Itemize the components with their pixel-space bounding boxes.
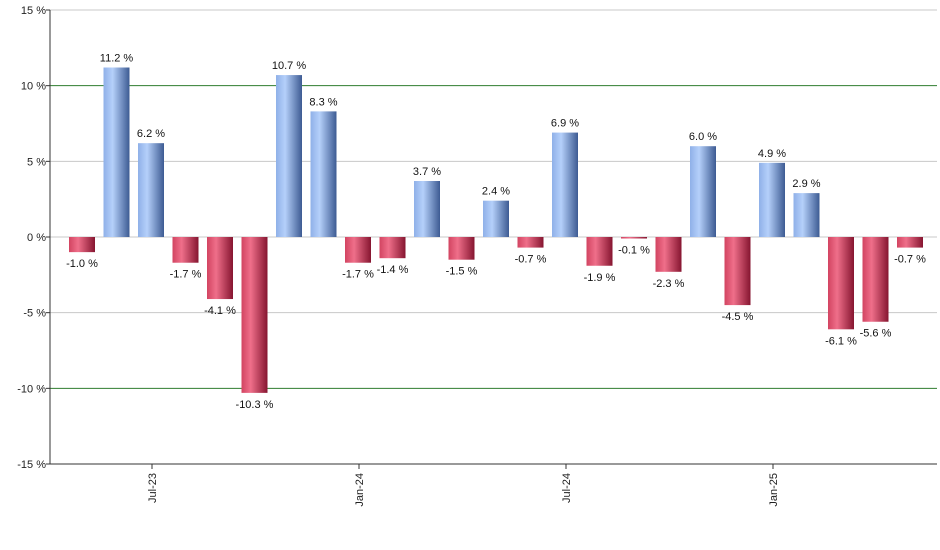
bar-value-label: -1.7 %: [342, 269, 374, 281]
x-tick-label: Jul-23: [147, 473, 159, 503]
bar: [345, 237, 371, 263]
y-tick-label: -5 %: [23, 308, 46, 320]
y-tick-label: -15 %: [17, 459, 46, 471]
data-labels: -1.0 % 11.2 % 6.2 % -1.7 % -4.1 % -10.3 % 10.7…: [66, 53, 926, 411]
y-tick-label: 15 %: [21, 5, 46, 17]
bar-value-label: 6.2 %: [137, 128, 165, 140]
bar: [552, 132, 578, 237]
bar: [517, 237, 544, 248]
bar-value-label: 11.2 %: [100, 53, 134, 65]
bar-value-label: -0.7 %: [894, 254, 926, 266]
bar: [69, 237, 95, 253]
bar-value-label: -1.0 %: [66, 258, 98, 270]
x-tick-label: Jan-25: [768, 473, 780, 507]
bar-value-label: 2.4 %: [482, 186, 510, 198]
bar: [310, 111, 337, 237]
bar: [759, 162, 785, 237]
bar-value-label: -6.1 %: [825, 335, 857, 347]
bar-value-label: 6.9 %: [551, 118, 579, 130]
bar-value-label: -0.7 %: [515, 254, 547, 266]
bar: [586, 237, 613, 266]
bar: [897, 237, 923, 248]
bar: [724, 237, 751, 306]
bar-value-label: -10.3 %: [236, 399, 274, 411]
bar: [103, 67, 130, 237]
bar-value-label: -1.5 %: [446, 266, 478, 278]
bar-value-label: 3.7 %: [413, 166, 441, 178]
bar: [207, 237, 233, 300]
axes: 15 % 10 % 5 % 0 % -5 % -10 % -15 % Jul-23 Jan-24…: [17, 5, 937, 507]
bar: [138, 143, 164, 237]
bar-value-label: 10.7 %: [272, 60, 306, 72]
bar: [483, 200, 509, 237]
bar-value-label: -5.6 %: [860, 328, 892, 340]
bar-value-label: 6.0 %: [689, 131, 717, 143]
bar: [793, 193, 820, 237]
bars: [69, 67, 923, 393]
bar: [172, 237, 199, 263]
bar-value-label: -0.1 %: [618, 245, 650, 257]
y-tick-label: -10 %: [17, 383, 46, 395]
bar-value-label: -4.1 %: [204, 305, 236, 317]
bar: [241, 237, 268, 393]
bar: [276, 75, 302, 237]
bar: [828, 237, 854, 330]
bar: [862, 237, 889, 322]
bar: [690, 146, 716, 237]
bar: [379, 237, 406, 259]
y-tick-label: 10 %: [21, 81, 46, 93]
bar-value-label: -4.5 %: [722, 311, 754, 323]
bar-value-label: -1.9 %: [584, 272, 616, 284]
y-tick-label: 5 %: [27, 156, 46, 168]
x-tick-label: Jan-24: [354, 473, 366, 507]
bar: [448, 237, 475, 260]
x-tick-label: Jul-24: [561, 473, 573, 503]
y-tick-label: 0 %: [27, 232, 46, 244]
bar: [655, 237, 682, 272]
bar-value-label: -1.4 %: [377, 264, 409, 276]
bar: [621, 237, 647, 239]
bar-value-label: 2.9 %: [792, 178, 820, 190]
bar-value-label: -2.3 %: [653, 278, 685, 290]
bar-value-label: 8.3 %: [309, 96, 337, 108]
bar-value-label: -1.7 %: [170, 269, 202, 281]
bar-value-label: 4.9 %: [758, 148, 786, 160]
bar: [414, 181, 440, 237]
